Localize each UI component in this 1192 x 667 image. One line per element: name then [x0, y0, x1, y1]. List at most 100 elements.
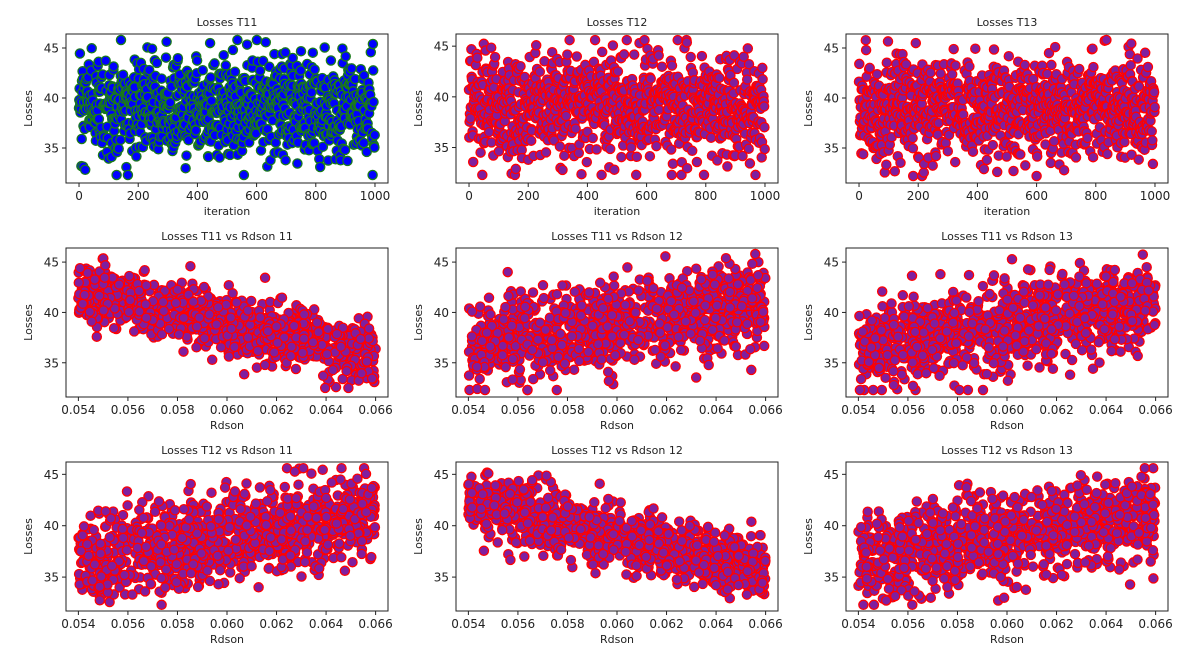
- data-point: [572, 52, 581, 61]
- data-point: [233, 35, 242, 44]
- points-layer: [74, 35, 379, 179]
- data-point: [162, 37, 171, 46]
- x-tick-label: 400: [966, 189, 989, 203]
- data-point: [608, 41, 617, 50]
- data-point: [344, 383, 353, 392]
- data-point: [123, 170, 132, 179]
- data-point: [743, 44, 752, 53]
- data-point: [751, 170, 760, 179]
- data-point: [720, 336, 729, 345]
- data-point: [210, 59, 219, 68]
- data-point: [92, 332, 101, 341]
- data-point: [286, 351, 295, 360]
- data-point: [240, 370, 249, 379]
- data-point: [310, 65, 319, 74]
- data-point: [1032, 171, 1041, 180]
- data-point: [758, 75, 767, 84]
- x-tick-label: 1000: [750, 189, 781, 203]
- data-point: [1021, 161, 1030, 170]
- data-point: [173, 285, 182, 294]
- data-point: [1046, 158, 1055, 167]
- data-point: [565, 36, 574, 45]
- data-point: [328, 366, 337, 375]
- data-point: [198, 66, 207, 75]
- data-point: [252, 35, 261, 44]
- data-point: [758, 63, 767, 72]
- x-tick-label: 600: [1025, 189, 1048, 203]
- data-point: [152, 58, 161, 67]
- x-tick-label: 0.054: [61, 403, 95, 417]
- data-point: [368, 39, 377, 48]
- data-point: [126, 296, 135, 305]
- data-point: [94, 114, 103, 123]
- data-point: [731, 342, 740, 351]
- data-point: [308, 338, 317, 347]
- data-point: [115, 280, 124, 289]
- data-point: [598, 47, 607, 56]
- y-axis-label: Losses: [412, 90, 425, 127]
- data-point: [707, 133, 716, 142]
- data-point: [861, 36, 870, 45]
- data-point: [688, 146, 697, 155]
- data-point: [365, 324, 374, 333]
- data-point: [535, 67, 544, 76]
- subplot-title: Losses T11 vs Rdson 12: [551, 230, 683, 243]
- data-point: [228, 289, 237, 298]
- data-point: [632, 152, 641, 161]
- points-layer: [74, 254, 380, 393]
- data-point: [219, 51, 228, 60]
- data-point: [320, 43, 329, 52]
- data-point: [78, 299, 87, 308]
- data-point: [760, 341, 769, 350]
- data-point: [192, 343, 201, 352]
- x-tick-label: 0.062: [259, 403, 293, 417]
- data-point: [217, 343, 226, 352]
- data-point: [208, 355, 217, 364]
- data-point: [130, 327, 139, 336]
- data-point: [503, 268, 512, 277]
- data-point: [272, 322, 281, 331]
- data-point: [873, 70, 882, 79]
- data-point: [1047, 60, 1056, 69]
- data-point: [982, 155, 991, 164]
- data-point: [369, 66, 378, 75]
- data-point: [273, 338, 282, 347]
- data-point: [1071, 153, 1080, 162]
- data-point: [501, 303, 510, 312]
- data-point: [81, 165, 90, 174]
- data-point: [654, 105, 663, 114]
- x-tick-label: 400: [186, 189, 209, 203]
- data-point: [357, 369, 366, 378]
- data-point: [476, 148, 485, 157]
- data-point: [75, 49, 84, 58]
- data-point: [228, 45, 237, 54]
- data-point: [592, 145, 601, 154]
- data-point: [369, 97, 378, 106]
- data-point: [281, 156, 290, 165]
- data-point: [99, 306, 108, 315]
- data-point: [883, 37, 892, 46]
- data-point: [673, 36, 682, 45]
- data-point: [291, 364, 300, 373]
- data-point: [523, 385, 532, 394]
- data-point: [609, 272, 618, 281]
- y-tick-label: 35: [44, 356, 59, 370]
- subplot-title: Losses T13: [977, 16, 1038, 29]
- data-point: [467, 332, 476, 341]
- data-point: [263, 327, 272, 336]
- data-point: [508, 375, 517, 384]
- data-point: [654, 51, 663, 60]
- data-point: [692, 264, 701, 273]
- data-point: [661, 252, 670, 261]
- data-point: [657, 62, 666, 71]
- data-point: [1060, 166, 1069, 175]
- x-tick-label: 0: [75, 189, 83, 203]
- subplot-title: Losses T11 vs Rdson 11: [161, 230, 293, 243]
- data-point: [668, 159, 677, 168]
- data-point: [532, 41, 541, 50]
- data-point: [541, 148, 550, 157]
- data-point: [951, 61, 960, 70]
- data-point: [341, 145, 350, 154]
- data-point: [359, 138, 368, 147]
- data-point: [148, 44, 157, 53]
